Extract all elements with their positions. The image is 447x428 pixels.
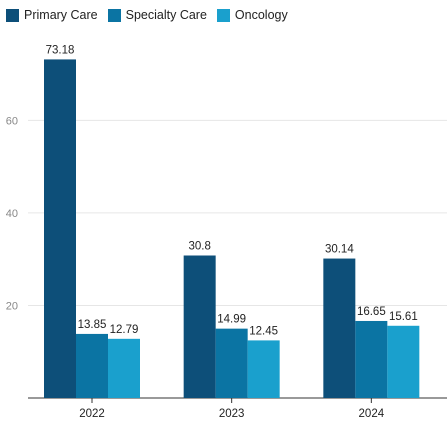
x-tick-label: 2022 (79, 408, 105, 420)
bar (76, 333, 108, 398)
legend-item-specialty-care[interactable]: Specialty Care (107, 8, 207, 22)
data-label: 14.99 (217, 314, 246, 326)
data-label: 16.65 (357, 306, 386, 318)
legend-swatch-primary-care (6, 8, 19, 22)
legend-label: Specialty Care (125, 8, 207, 22)
data-label: 12.79 (110, 324, 139, 336)
legend-label: Oncology (234, 8, 288, 22)
y-tick-label: 60 (6, 115, 18, 127)
legend-item-oncology[interactable]: Oncology (216, 8, 288, 22)
legend-swatch-oncology (216, 8, 230, 22)
data-label: 30.8 (188, 240, 210, 252)
bar (323, 258, 356, 398)
data-label: 12.45 (249, 325, 278, 337)
bar (44, 59, 76, 398)
x-tick-label: 2023 (219, 408, 245, 420)
legend-item-primary-care[interactable]: Primary Care (6, 8, 98, 22)
y-tick-label: 40 (6, 208, 18, 220)
bar (108, 338, 140, 398)
bar (183, 255, 216, 398)
bar (387, 325, 420, 398)
legend-label: Primary Care (24, 8, 98, 22)
bar (215, 328, 248, 398)
bar (247, 340, 280, 398)
bar (355, 320, 388, 398)
data-label: 30.14 (325, 244, 354, 256)
x-tick-label: 2024 (359, 408, 385, 420)
data-label: 73.18 (46, 44, 75, 56)
data-label: 15.61 (389, 311, 418, 323)
legend: Primary Care Specialty Care Oncology (6, 8, 292, 22)
legend-swatch-specialty-care (107, 8, 121, 22)
data-label: 13.85 (78, 319, 107, 331)
y-tick-label: 20 (6, 300, 18, 312)
